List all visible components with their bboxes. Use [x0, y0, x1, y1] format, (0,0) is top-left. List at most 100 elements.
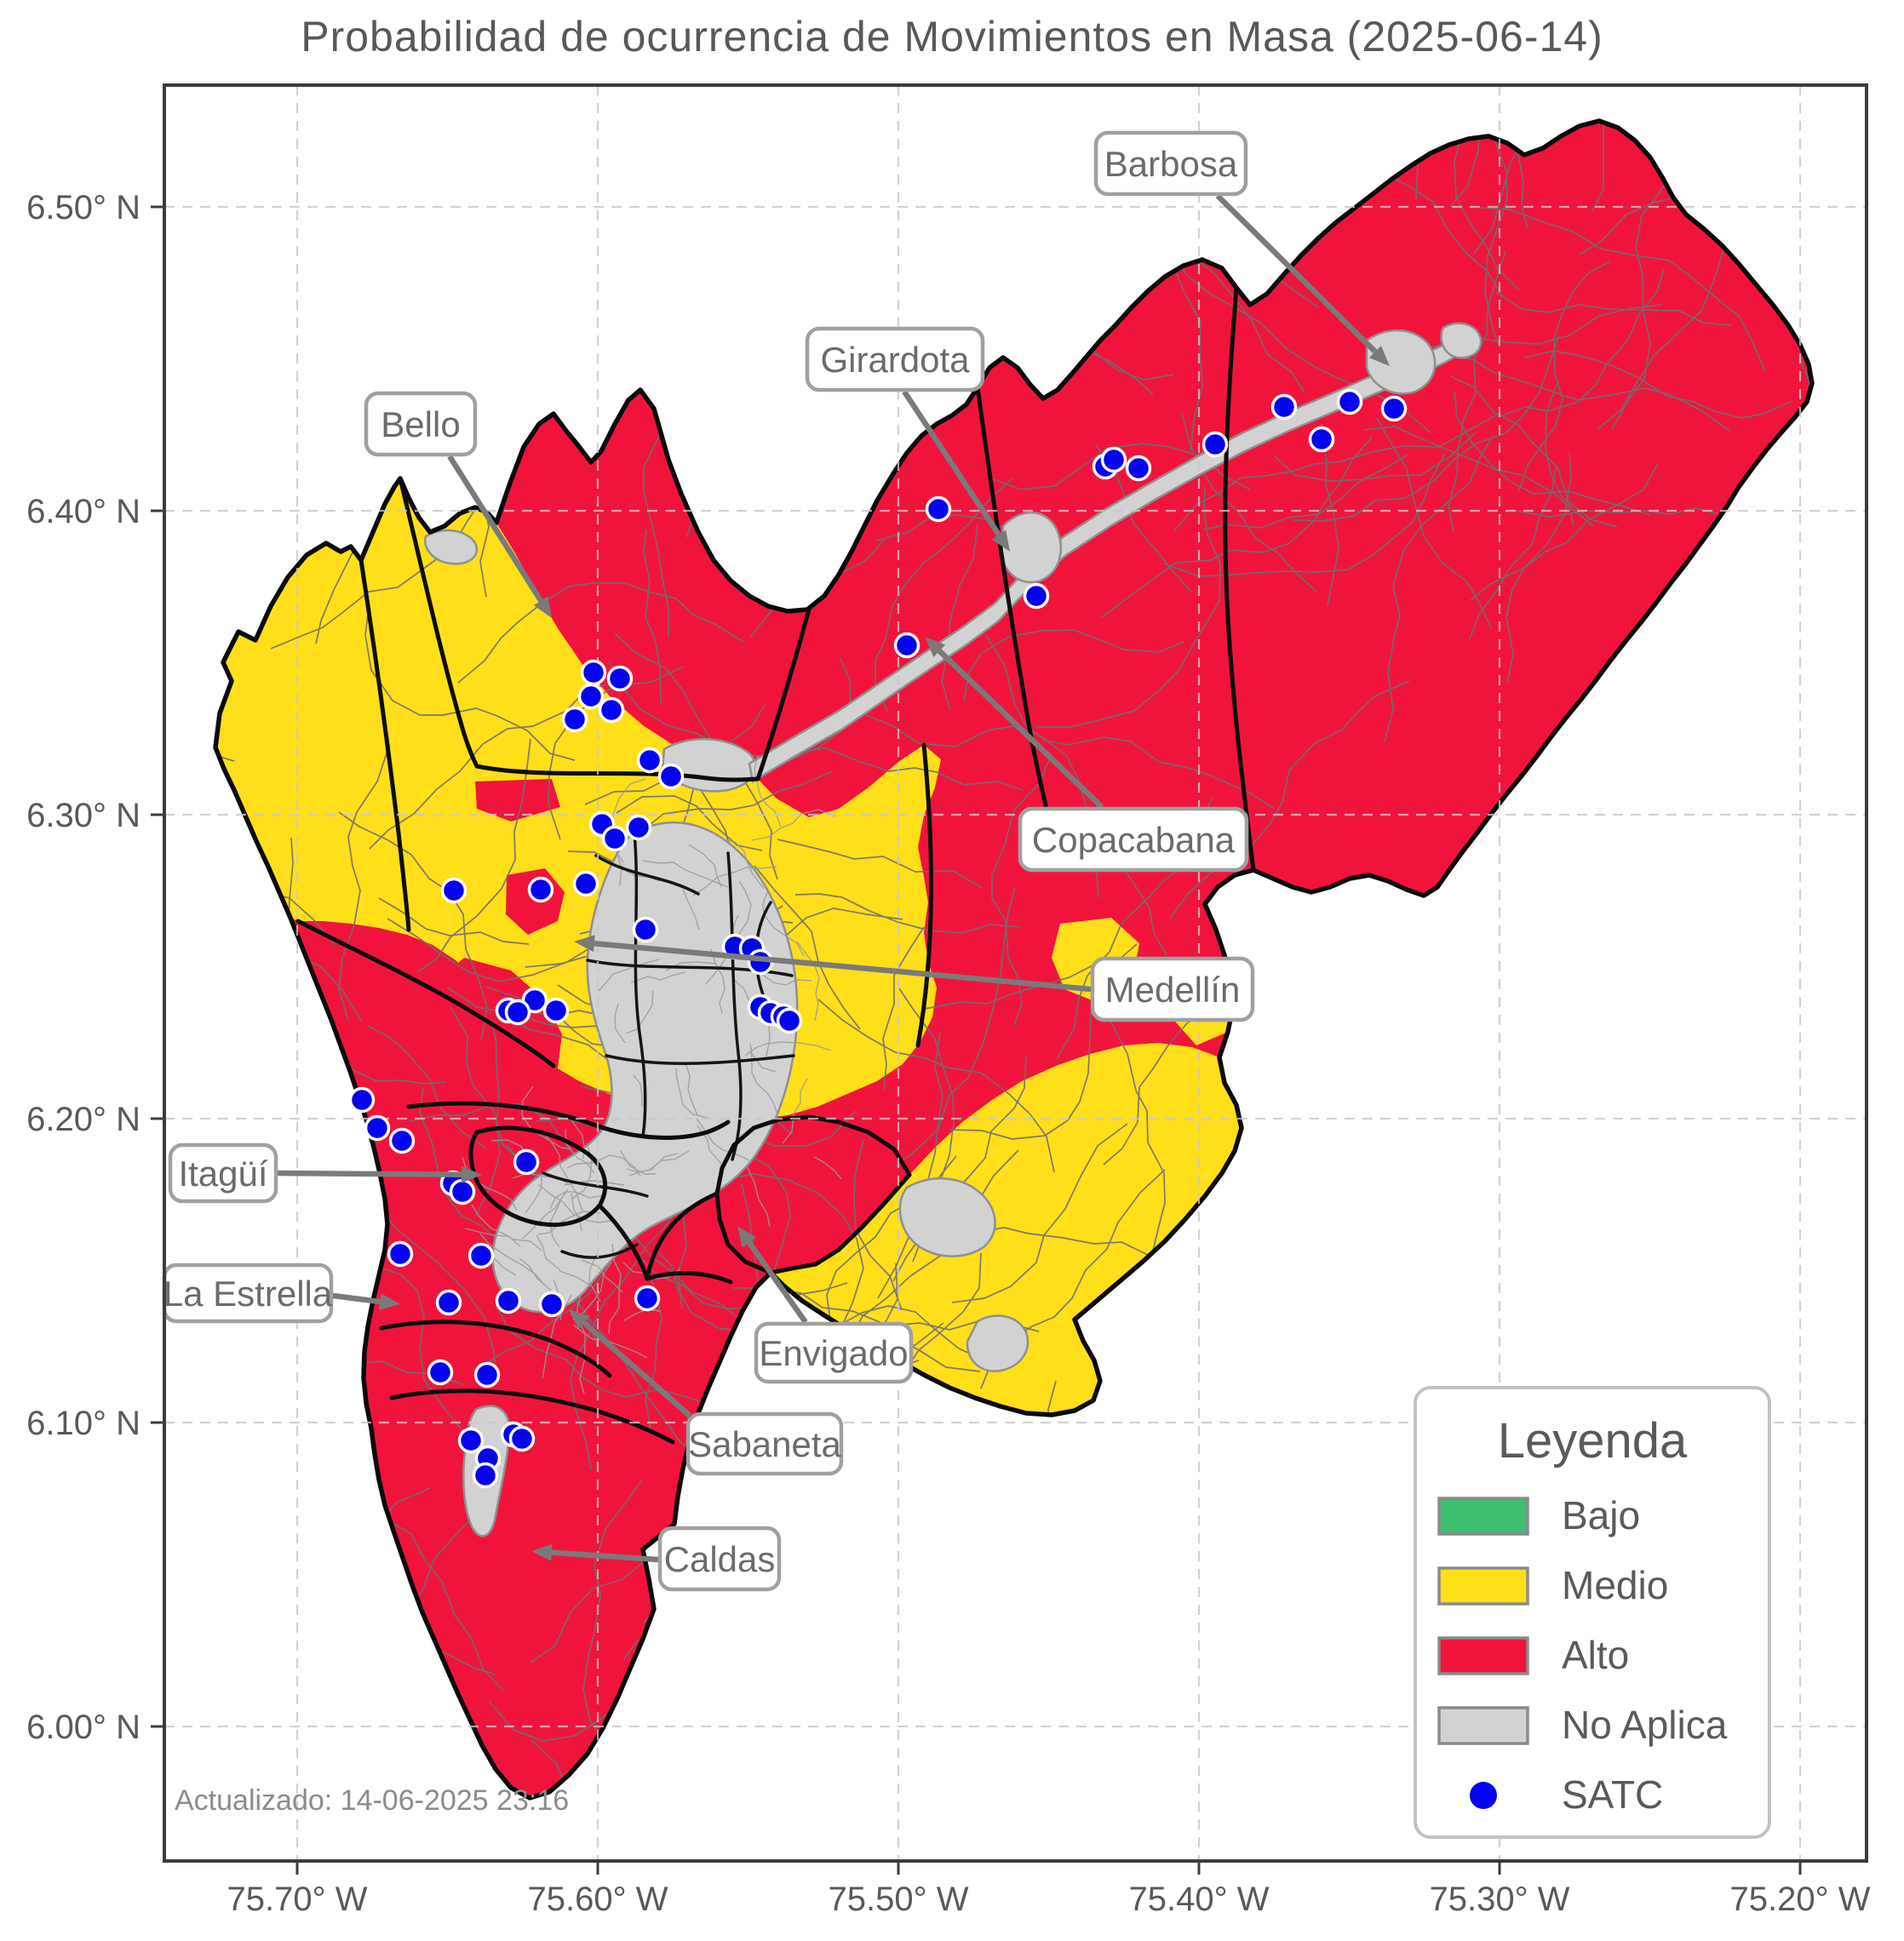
place-label-text: Bello — [381, 404, 460, 444]
y-tick-label: 6.20° N — [26, 1101, 141, 1138]
satc-point — [625, 814, 652, 841]
map-region-noaplica-barbosa-urban — [1365, 329, 1437, 395]
label-arrow-line — [277, 1170, 462, 1178]
label-arrow-line — [551, 1549, 659, 1563]
x-tick-label: 75.20° W — [1730, 1881, 1871, 1918]
x-tick-label: 75.50° W — [829, 1881, 969, 1918]
satc-point — [472, 1462, 499, 1489]
place-label-text: Medellín — [1105, 970, 1241, 1010]
label-arrow-head — [569, 1309, 590, 1330]
satc-point — [364, 1114, 391, 1142]
municipal-border-0 — [398, 476, 479, 769]
label-arrow-line — [902, 390, 1001, 536]
plot-frame — [163, 83, 1868, 1863]
satc-point — [572, 870, 599, 897]
satc-point — [657, 763, 685, 790]
x-tick-label: 75.40° W — [1129, 1881, 1270, 1918]
legend-swatch-No Aplica — [1437, 1706, 1529, 1745]
satc-point — [606, 665, 634, 692]
satc-point — [1380, 395, 1408, 422]
place-label-text: Itagüí — [178, 1154, 267, 1194]
legend-title: Leyenda — [1498, 1413, 1688, 1469]
legend: Leyenda Bajo Medio Alto No Aplica SATC — [1414, 1386, 1771, 1839]
municipal-border-5 — [1223, 285, 1256, 873]
label-arrow-head — [925, 637, 946, 657]
label-arrow-line — [594, 940, 1092, 993]
axis-ticks — [151, 205, 1802, 1875]
satc-point — [538, 1291, 565, 1318]
comuna-border-4 — [726, 851, 743, 1161]
satc-point — [513, 1148, 540, 1176]
label-arrow-line — [332, 1292, 381, 1305]
satc-point — [387, 1240, 414, 1268]
place-label-text: Caldas — [664, 1539, 776, 1579]
map-region-noaplica-bello-nw-patch — [424, 529, 478, 565]
comuna-border-3 — [605, 1054, 795, 1065]
y-tick-label: 6.50° N — [26, 189, 141, 226]
satc-point — [598, 696, 625, 724]
label-arrow-head — [991, 530, 1010, 552]
satc-point — [457, 1427, 485, 1454]
label-arrow-head — [461, 1165, 482, 1183]
place-label-text: Sabaneta — [688, 1424, 841, 1464]
label-arrow-line — [747, 1240, 808, 1324]
legend-swatch-Alto — [1437, 1636, 1529, 1675]
y-tick-label: 6.40° N — [26, 493, 141, 530]
satc-point — [1336, 388, 1363, 415]
satc-point — [632, 916, 659, 943]
satc-point — [427, 1359, 454, 1386]
place-label-box-Sabaneta — [685, 1411, 844, 1476]
satc-point — [504, 999, 531, 1026]
x-tick-label: 75.70° W — [227, 1881, 368, 1918]
satc-point — [1270, 393, 1298, 421]
label-arrow-head — [531, 1543, 553, 1561]
satc-points-layer — [348, 388, 1408, 1489]
satc-point — [388, 1127, 416, 1154]
label-arrow-head — [574, 935, 595, 953]
satc-point — [601, 825, 628, 852]
label-arrow-head — [533, 596, 552, 618]
municipal-border-13 — [645, 1191, 720, 1281]
updated-timestamp: Actualizado: 14-06-2025 23:16 — [175, 1784, 570, 1817]
satc-point — [467, 1242, 495, 1269]
y-tick-label: 6.00° N — [26, 1709, 141, 1746]
map-region-noaplica-ne-patch — [1440, 322, 1482, 359]
satc-point — [440, 877, 467, 904]
municipal-border-11 — [389, 1388, 675, 1445]
legend-item-label: SATC — [1562, 1772, 1663, 1817]
place-labels: Barbosa Girardota Bello Copacabana Medellín I… — [162, 130, 1390, 1592]
label-arrow-head — [737, 1226, 757, 1248]
x-tick-label: 75.30° W — [1430, 1881, 1570, 1918]
satc-point — [893, 632, 920, 659]
satc-point — [776, 1007, 803, 1034]
satc-point — [1201, 431, 1229, 458]
municipal-border-9 — [406, 1101, 731, 1140]
satc-point — [925, 495, 952, 523]
comuna-border-7 — [560, 1243, 639, 1259]
place-label-text: La Estrella — [163, 1274, 333, 1314]
map-outline — [213, 118, 1815, 1801]
label-arrow-line — [582, 1320, 692, 1418]
place-label-text: Barbosa — [1104, 144, 1238, 184]
x-tick-label: 75.60° W — [528, 1881, 668, 1918]
municipal-border-3 — [755, 607, 811, 782]
map-region-alto-envigado-west — [717, 1117, 909, 1273]
legend-swatch-Bajo — [1437, 1497, 1529, 1536]
map-region-noaplica-se-patch-1 — [898, 1177, 996, 1257]
legend-item-label: Medio — [1562, 1563, 1668, 1607]
municipal-border-14 — [714, 1114, 912, 1275]
municipal-border-7 — [295, 919, 556, 1068]
municipal-border-6 — [915, 742, 934, 1048]
place-label-box-Barbosa — [1093, 130, 1248, 197]
place-label-box-Caldas — [657, 1526, 782, 1592]
place-label-box-Medellín — [1090, 956, 1255, 1022]
satc-point — [348, 1086, 376, 1114]
y-tick-label: 6.10° N — [26, 1405, 141, 1442]
label-arrow-line — [938, 649, 1104, 810]
place-label-box-Girardota — [805, 326, 985, 392]
label-arrow-head — [1368, 346, 1390, 366]
satc-point — [1308, 426, 1335, 453]
map-region-noaplica-se-patch-2 — [966, 1314, 1029, 1372]
legend-swatch-Medio — [1437, 1566, 1529, 1606]
